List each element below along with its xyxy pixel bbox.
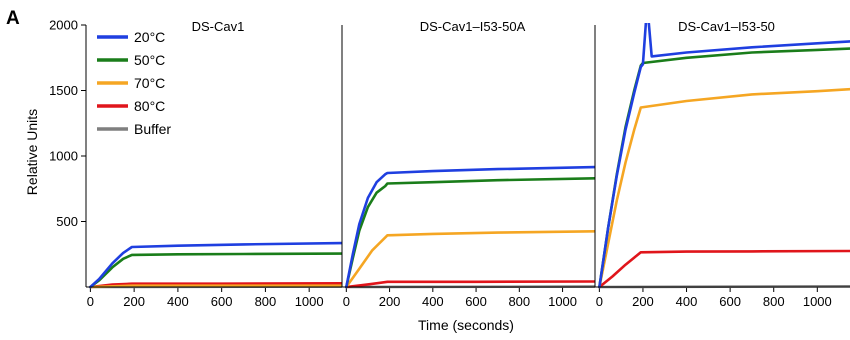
legend-item-20c: 20°C	[97, 29, 165, 45]
series-group	[345, 165, 595, 289]
x-tick-label: 400	[167, 294, 189, 309]
legend-item-50c: 50°C	[97, 52, 165, 68]
x-tick-label: 400	[422, 294, 444, 309]
x-tick-label: 200	[379, 294, 401, 309]
y-tick-label: 1000	[49, 149, 78, 164]
chart-panel-2: 0 200 400 600 800 1000 DS-Cav1–I53-50A	[341, 19, 595, 309]
panel-title: DS-Cav1–I53-50A	[420, 19, 526, 34]
series-line-70c	[345, 230, 595, 289]
x-tick-label: 1000	[803, 294, 832, 309]
y-tick-label: 1500	[49, 83, 78, 98]
legend-label: Buffer	[134, 121, 171, 137]
panel-title: DS-Cav1–I53-50	[678, 19, 775, 34]
x-tick-label: 600	[719, 294, 741, 309]
x-tick-label: 200	[123, 294, 145, 309]
legend-item-80c: 80°C	[97, 98, 165, 114]
series-line-80c	[598, 249, 850, 289]
legend: 20°C 50°C 70°C 80°C Buffer	[97, 29, 171, 137]
x-tick-label: 600	[211, 294, 233, 309]
y-tick-label: 500	[56, 214, 78, 229]
panel-label: A	[6, 8, 20, 29]
x-tick-label: 1000	[295, 294, 324, 309]
series-line-80c	[345, 280, 595, 289]
x-tick-label: 800	[255, 294, 277, 309]
x-tick-label: 800	[763, 294, 785, 309]
series-line-50c	[89, 252, 342, 289]
x-tick-label: 400	[676, 294, 698, 309]
panel-title: DS-Cav1	[192, 19, 245, 34]
series-group	[89, 241, 342, 289]
legend-label: 20°C	[134, 29, 165, 45]
chart-panel-1: 500 1000 1500 2000 0 200 400 600 800 1000 DS-Cav1	[49, 18, 342, 309]
legend-label: 80°C	[134, 98, 165, 114]
chart-panel-3: 0 200 400 600 800 1000 DS-Cav1–I53-50	[594, 19, 850, 309]
legend-label: 70°C	[134, 75, 165, 91]
x-tick-label: 800	[508, 294, 530, 309]
x-axis-title: Time (seconds)	[418, 317, 514, 333]
x-tick-label: 0	[87, 294, 94, 309]
x-tick-label: 600	[465, 294, 487, 309]
legend-item-buffer: Buffer	[97, 121, 171, 137]
series-line-20c	[598, 23, 850, 289]
y-tick-label: 2000	[49, 18, 78, 33]
series-line-20c	[345, 165, 595, 289]
x-tick-label: 200	[632, 294, 654, 309]
x-tick-label: 0	[596, 294, 603, 309]
x-tick-label: 1000	[548, 294, 577, 309]
series-line-20c	[89, 241, 342, 289]
legend-item-70c: 70°C	[97, 75, 165, 91]
legend-label: 50°C	[134, 52, 165, 68]
series-line-70c	[598, 87, 850, 289]
series-group	[598, 23, 850, 289]
y-axis-title: Relative Units	[24, 109, 40, 195]
x-tick-label: 0	[343, 294, 350, 309]
